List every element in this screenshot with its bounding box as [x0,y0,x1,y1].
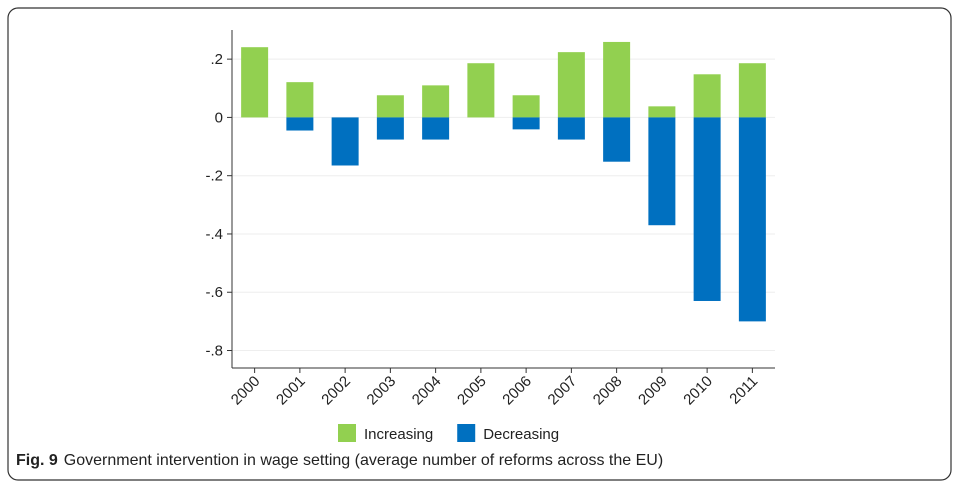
x-tick-label: 2002 [318,373,354,409]
bar [557,117,585,140]
bar [648,106,676,118]
x-tick-label: 2000 [228,373,264,409]
bar [603,117,631,162]
bar [693,74,721,118]
bar [648,117,676,226]
bar [376,95,404,118]
bar [331,117,359,166]
bar [286,117,314,131]
x-tick-label: 2003 [364,373,400,409]
x-tick-label: 2007 [545,373,581,409]
bar [422,117,450,140]
caption: Fig. 9 Government intervention in wage se… [16,452,663,469]
y-tick-label: -.2 [205,168,223,185]
bar [738,117,766,322]
y-tick-label: -.6 [205,284,223,301]
y-tick-label: -.4 [205,226,223,243]
bar [376,117,404,140]
bar [241,47,269,118]
bar [603,41,631,118]
y-tick-label: 0 [215,109,223,126]
legend-swatch [338,424,356,442]
bar [512,95,540,118]
caption-text: Government intervention in wage setting … [64,452,663,469]
y-tick-label: .2 [210,51,223,68]
legend-label: Decreasing [483,426,559,443]
bar [422,85,450,118]
bar [467,63,495,118]
bar [557,52,585,118]
x-tick-label: 2006 [499,373,535,409]
x-tick-label: 2010 [680,373,716,409]
bar [512,117,540,130]
caption-label: Fig. 9 [16,452,58,469]
figure-frame [7,7,952,481]
x-tick-label: 2005 [454,373,490,409]
bar [286,82,314,118]
x-tick-label: 2011 [726,373,761,408]
legend-swatch [457,424,476,442]
legend-label: Increasing [364,426,433,443]
x-tick-label: 2001 [273,373,309,409]
bar [693,117,721,301]
bar [738,63,766,118]
x-tick-label: 2004 [409,373,445,409]
x-tick-label: 2008 [590,373,626,409]
x-tick-label: 2009 [635,373,671,409]
y-tick-label: -.8 [205,343,223,360]
